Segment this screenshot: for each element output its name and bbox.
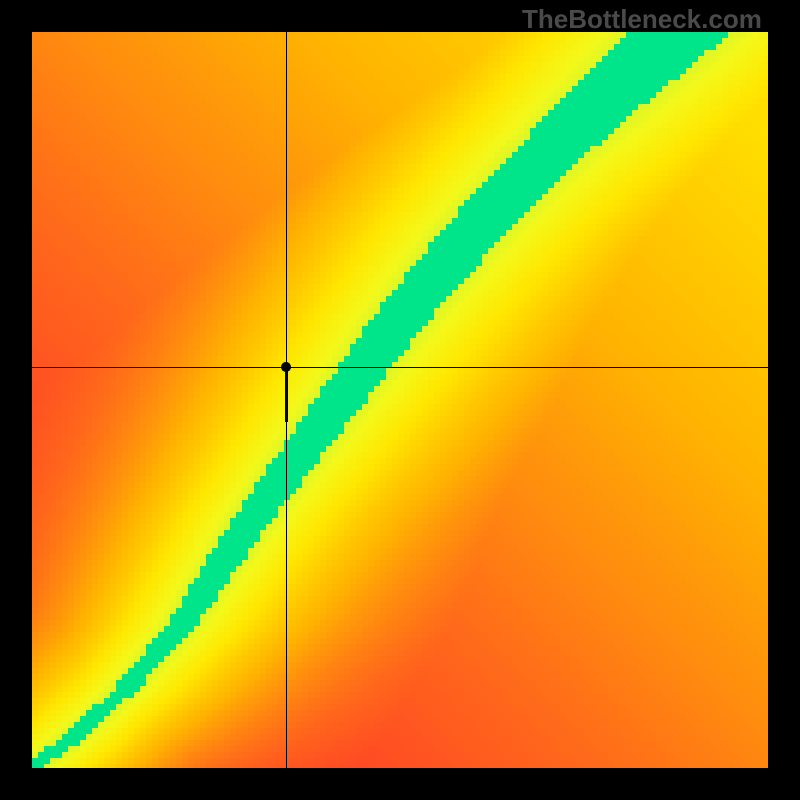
bottleneck-heatmap	[32, 32, 768, 768]
watermark-text: TheBottleneck.com	[522, 4, 762, 35]
